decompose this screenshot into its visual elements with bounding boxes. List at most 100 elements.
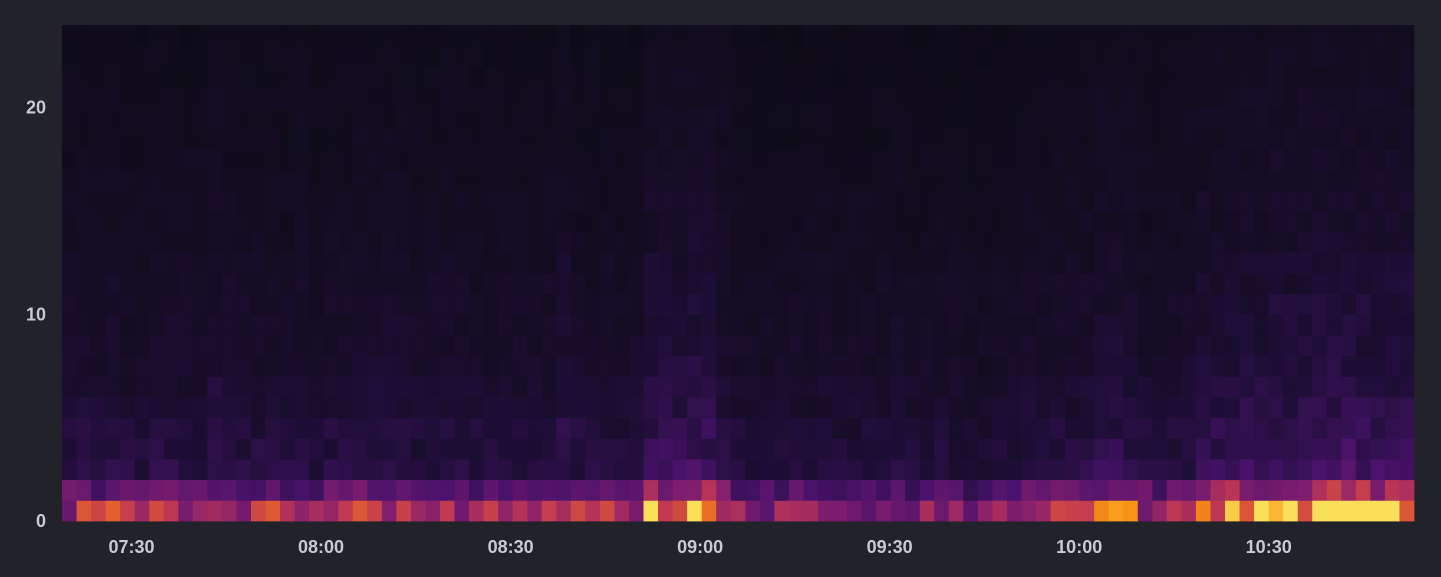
heatmap-cell bbox=[367, 252, 383, 274]
heatmap-cell bbox=[76, 190, 92, 212]
heatmap-cell bbox=[599, 66, 615, 88]
heatmap-cell bbox=[469, 479, 484, 501]
heatmap-cell bbox=[91, 293, 107, 315]
heatmap-cell bbox=[1181, 66, 1197, 88]
heatmap-cell bbox=[425, 459, 441, 481]
heatmap-cell bbox=[876, 376, 892, 398]
heatmap-cell bbox=[919, 355, 935, 377]
heatmap-cell bbox=[1006, 459, 1022, 481]
heatmap-cell bbox=[643, 335, 659, 357]
heatmap-cell bbox=[207, 87, 223, 109]
heatmap-cell bbox=[512, 87, 528, 109]
heatmap-cell bbox=[512, 335, 528, 357]
heatmap-cell bbox=[1384, 335, 1400, 357]
heatmap-cell bbox=[585, 273, 601, 295]
heatmap-cell bbox=[599, 417, 615, 439]
heatmap-cell bbox=[963, 355, 979, 377]
heatmap-cell bbox=[280, 211, 295, 233]
heatmap-cell bbox=[425, 66, 441, 88]
heatmap-cell bbox=[1079, 397, 1095, 419]
heatmap-cell bbox=[1341, 231, 1357, 253]
heatmap-cell bbox=[323, 355, 339, 377]
heatmap-cell bbox=[454, 211, 470, 233]
heatmap-cell bbox=[745, 479, 761, 501]
heatmap-cell bbox=[876, 25, 892, 47]
heatmap-cell bbox=[1370, 459, 1386, 481]
heatmap-cell bbox=[294, 45, 310, 67]
heatmap-cell bbox=[658, 45, 673, 67]
heatmap-cell bbox=[178, 438, 194, 460]
heatmap-cell bbox=[1166, 25, 1182, 47]
heatmap-cell bbox=[992, 87, 1008, 109]
heatmap-cell bbox=[76, 169, 92, 191]
heatmap-cell bbox=[1094, 211, 1110, 233]
heatmap-cell bbox=[599, 459, 615, 481]
heatmap-cell bbox=[876, 479, 892, 501]
heatmap-cell bbox=[207, 459, 223, 481]
heatmap-cell bbox=[599, 190, 615, 212]
heatmap-cell bbox=[628, 169, 644, 191]
heatmap-cell bbox=[120, 438, 136, 460]
heatmap-cell bbox=[410, 87, 426, 109]
heatmap-cell bbox=[105, 355, 121, 377]
heatmap-cell bbox=[294, 417, 310, 439]
heatmap-cell bbox=[890, 376, 906, 398]
heatmap-cell bbox=[410, 355, 426, 377]
heatmap-cell bbox=[1137, 479, 1153, 501]
heatmap-cell bbox=[1225, 252, 1240, 274]
heatmap-cell bbox=[1297, 252, 1313, 274]
heatmap-cell bbox=[1225, 25, 1240, 47]
heatmap-cell bbox=[1297, 190, 1313, 212]
heatmap-cell bbox=[163, 376, 179, 398]
heatmap-cell bbox=[1123, 190, 1139, 212]
heatmap-cell bbox=[527, 417, 543, 439]
heatmap-cell bbox=[628, 335, 644, 357]
heatmap-cell bbox=[1123, 252, 1139, 274]
heatmap-cell bbox=[265, 273, 281, 295]
heatmap-cell bbox=[1123, 149, 1139, 171]
heatmap-cell bbox=[643, 355, 659, 377]
heatmap-cell bbox=[207, 231, 223, 253]
heatmap-cell bbox=[163, 128, 179, 150]
heatmap-cell bbox=[1326, 479, 1342, 501]
heatmap-cell bbox=[817, 479, 833, 501]
heatmap-cell bbox=[1152, 107, 1168, 129]
heatmap-cell bbox=[890, 273, 906, 295]
heatmap-cell bbox=[585, 459, 601, 481]
heatmap-cell bbox=[817, 438, 833, 460]
heatmap-cell bbox=[905, 273, 921, 295]
heatmap-cell bbox=[149, 376, 165, 398]
heatmap-cell bbox=[541, 397, 557, 419]
heatmap-cell bbox=[1370, 45, 1386, 67]
heatmap-cell bbox=[425, 438, 441, 460]
heatmap-cell bbox=[469, 438, 484, 460]
heatmap-cell bbox=[250, 438, 266, 460]
heatmap-cell bbox=[410, 500, 426, 522]
heatmap-cell bbox=[280, 376, 295, 398]
heatmap-cell bbox=[425, 335, 441, 357]
heatmap-cell bbox=[759, 376, 775, 398]
heatmap-cell bbox=[876, 87, 892, 109]
heatmap-cell bbox=[221, 169, 237, 191]
heatmap-cell bbox=[309, 149, 325, 171]
heatmap-cell bbox=[1210, 314, 1226, 336]
heatmap-cell bbox=[498, 87, 514, 109]
heatmap-cell bbox=[105, 397, 121, 419]
heatmap-cell bbox=[1341, 25, 1357, 47]
heatmap-cell bbox=[817, 293, 833, 315]
heatmap-cell bbox=[221, 128, 237, 150]
heatmap-cell bbox=[658, 397, 673, 419]
heatmap-cell bbox=[643, 438, 659, 460]
heatmap-cell bbox=[948, 273, 964, 295]
heatmap-cell bbox=[1283, 252, 1299, 274]
heatmap-cell bbox=[1152, 335, 1168, 357]
heatmap-cell bbox=[1166, 45, 1182, 67]
heatmap-cell bbox=[134, 355, 150, 377]
heatmap-cell bbox=[585, 376, 601, 398]
heatmap-cell bbox=[1006, 190, 1022, 212]
heatmap-cell bbox=[774, 417, 790, 439]
heatmap-cell bbox=[469, 66, 484, 88]
heatmap-cell bbox=[498, 66, 514, 88]
heatmap-cell bbox=[1108, 355, 1124, 377]
heatmap-cell bbox=[1239, 66, 1255, 88]
